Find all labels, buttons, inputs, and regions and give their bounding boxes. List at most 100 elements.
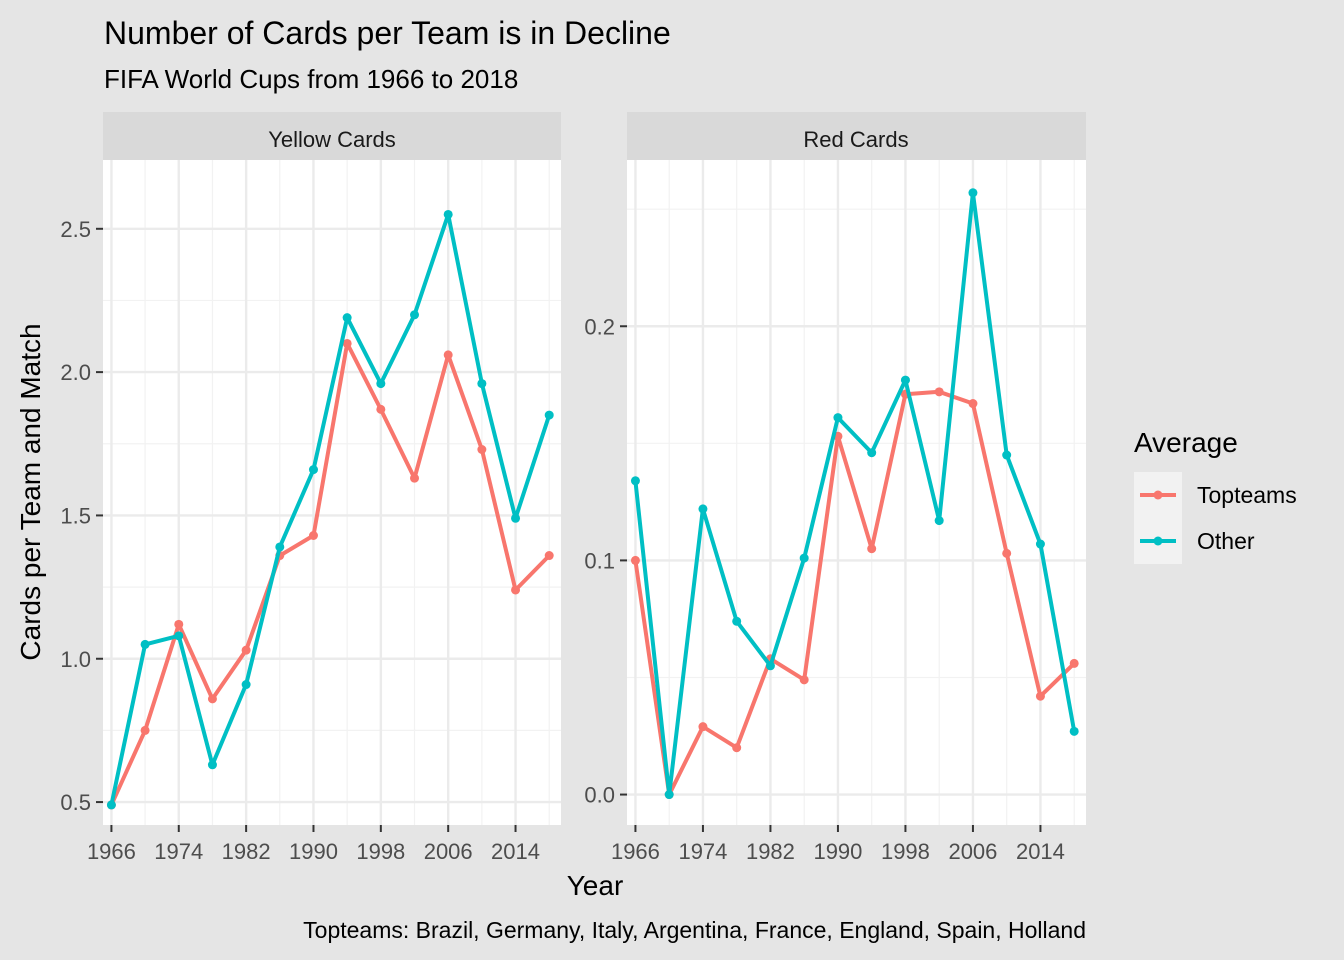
- data-point-topteams: [140, 725, 150, 735]
- series-line-other: [109, 212, 552, 807]
- y-tick-label: 2.0: [60, 360, 91, 385]
- data-point-other: [174, 631, 184, 641]
- data-point-topteams: [511, 585, 521, 595]
- data-point-other: [342, 313, 352, 323]
- x-tick-label: 1966: [611, 839, 660, 864]
- facet-strip-yellow-label: Yellow Cards: [268, 127, 396, 152]
- data-point-topteams: [376, 404, 386, 414]
- x-tick-label: 1998: [356, 839, 405, 864]
- chart-subtitle: FIFA World Cups from 1966 to 2018: [104, 64, 518, 94]
- data-point-topteams: [732, 743, 742, 753]
- data-point-other: [934, 516, 944, 526]
- data-point-topteams: [410, 473, 420, 483]
- data-point-topteams: [630, 555, 640, 565]
- chart-title: Number of Cards per Team is in Decline: [104, 15, 671, 51]
- panel-yellow-y-axis: 0.5 1.0 1.5 2.0 2.5: [60, 217, 103, 815]
- data-point-other: [443, 209, 453, 219]
- x-tick-label: 2006: [948, 839, 997, 864]
- data-point-topteams: [1002, 548, 1012, 558]
- data-point-other: [376, 379, 386, 389]
- data-point-topteams: [1035, 691, 1045, 701]
- data-point-topteams: [207, 694, 217, 704]
- data-point-other: [140, 639, 150, 649]
- series-line-topteams: [109, 341, 552, 807]
- panel-red-y-axis: 0.0 0.1 0.2: [584, 314, 627, 808]
- data-point-other: [308, 465, 318, 475]
- data-point-other: [799, 553, 809, 563]
- data-point-other: [477, 379, 487, 389]
- data-point-other: [1035, 539, 1045, 549]
- data-point-other: [765, 661, 775, 671]
- data-point-topteams: [477, 445, 487, 455]
- x-tick-label: 1998: [881, 839, 930, 864]
- data-point-topteams: [1069, 658, 1079, 668]
- data-point-topteams: [308, 530, 318, 540]
- x-tick-label: 1990: [813, 839, 862, 864]
- x-tick-label: 1982: [746, 839, 795, 864]
- data-point-other: [698, 504, 708, 514]
- series-line-other: [633, 190, 1077, 797]
- data-point-other: [867, 448, 877, 458]
- x-tick-label: 1982: [222, 839, 271, 864]
- panel-yellow-grid: [103, 160, 561, 825]
- x-axis-title: Year: [567, 870, 624, 901]
- data-point-other: [207, 760, 217, 770]
- data-point-other: [630, 476, 640, 486]
- data-point-other: [241, 680, 251, 690]
- data-point-topteams: [799, 675, 809, 685]
- data-point-topteams: [241, 645, 251, 655]
- data-point-topteams: [934, 387, 944, 397]
- data-point-topteams: [968, 399, 978, 409]
- y-tick-label: 2.5: [60, 217, 91, 242]
- x-tick-label: 1966: [87, 839, 136, 864]
- x-tick-label: 2006: [424, 839, 473, 864]
- data-point-other: [968, 188, 978, 198]
- y-tick-label: 0.2: [584, 314, 615, 339]
- data-point-topteams: [174, 619, 184, 629]
- legend-label-topteams: Topteams: [1197, 482, 1297, 508]
- data-point-other: [900, 375, 910, 385]
- data-point-other: [511, 513, 521, 523]
- data-point-other: [732, 616, 742, 626]
- y-tick-label: 1.5: [60, 503, 91, 528]
- data-point-topteams: [544, 551, 554, 561]
- legend-title: Average: [1134, 427, 1238, 458]
- panel-yellow-series: [106, 209, 554, 810]
- y-tick-label: 0.0: [584, 783, 615, 808]
- panel-red-grid: [627, 160, 1086, 825]
- y-axis-title: Cards per Team and Match: [15, 323, 46, 660]
- legend-key-point: [1153, 536, 1163, 546]
- x-tick-label: 2014: [491, 839, 540, 864]
- y-tick-label: 0.5: [60, 790, 91, 815]
- data-point-other: [544, 410, 554, 420]
- y-tick-label: 1.0: [60, 647, 91, 672]
- data-point-topteams: [443, 350, 453, 360]
- chart-caption: Topteams: Brazil, Germany, Italy, Argent…: [303, 917, 1086, 943]
- legend: Topteams Other: [1134, 472, 1297, 564]
- facet-strip-red: [627, 112, 1086, 160]
- series-line-topteams: [633, 389, 1077, 797]
- data-point-other: [275, 542, 285, 552]
- data-point-topteams: [698, 722, 708, 732]
- data-point-other: [1002, 450, 1012, 460]
- panel-red-series: [630, 188, 1079, 800]
- data-point-other: [833, 413, 843, 423]
- data-point-other: [664, 790, 674, 800]
- y-tick-label: 0.1: [584, 548, 615, 573]
- data-point-other: [410, 310, 420, 320]
- x-tick-label: 1974: [678, 839, 727, 864]
- legend-key-point: [1153, 490, 1163, 500]
- data-point-other: [1069, 726, 1079, 736]
- facet-strip-yellow: [103, 112, 561, 160]
- data-point-topteams: [342, 338, 352, 348]
- x-tick-label: 2014: [1016, 839, 1065, 864]
- x-tick-label: 1974: [154, 839, 203, 864]
- facet-strip-red-label: Red Cards: [803, 127, 908, 152]
- legend-label-other: Other: [1197, 528, 1255, 554]
- x-tick-label: 1990: [289, 839, 338, 864]
- panel-red-x-axis: 1966 1974 1982 1990 1998 2006 2014: [611, 825, 1065, 864]
- data-point-other: [106, 800, 116, 810]
- data-point-topteams: [867, 544, 877, 554]
- panel-yellow-x-axis: 1966 1974 1982 1990 1998 2006 2014: [87, 825, 540, 864]
